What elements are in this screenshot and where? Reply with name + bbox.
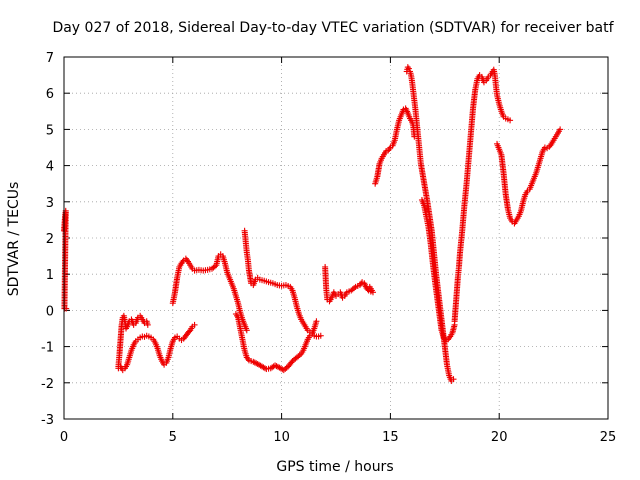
x-tick-label: 0 (60, 430, 68, 445)
y-tick-label: 3 (46, 196, 54, 211)
x-tick-label: 20 (491, 430, 508, 445)
y-tick-label: 7 (46, 51, 54, 66)
x-tick-label: 5 (169, 430, 177, 445)
data-point-marker (366, 283, 373, 290)
data-point-marker (313, 318, 320, 325)
data-point-marker (450, 376, 457, 383)
data-point-marker (186, 328, 193, 335)
data-points (61, 64, 564, 384)
data-point-marker (243, 327, 250, 334)
y-tick-label: 4 (46, 160, 54, 175)
x-axis-label: GPS time / hours (276, 459, 393, 475)
y-tick-label: 6 (46, 87, 54, 102)
y-tick-label: 2 (46, 232, 54, 247)
data-point-marker (191, 321, 198, 328)
data-point-marker (183, 257, 190, 264)
y-axis-label: SDTVAR / TECUs (6, 182, 22, 297)
data-point-marker (547, 142, 554, 149)
data-point-marker (179, 258, 186, 265)
data-point-marker (446, 334, 453, 341)
y-tick-label: 0 (46, 304, 54, 319)
data-point-marker (404, 64, 411, 71)
axis-ticks: 0 5 10 15 20 25 -3 -2 -1 0 1 2 3 4 5 6 7 (41, 51, 616, 445)
data-point-marker (244, 355, 251, 362)
x-tick-label: 25 (600, 430, 617, 445)
data-point-marker (405, 65, 412, 72)
grid-lines (64, 57, 608, 419)
data-point-marker (144, 321, 151, 328)
y-tick-label: 5 (46, 123, 54, 138)
data-point-marker (507, 117, 514, 124)
x-tick-label: 15 (382, 430, 399, 445)
chart-title: Day 027 of 2018, Sidereal Day-to-day VTE… (52, 20, 614, 36)
y-tick-label: -2 (41, 377, 54, 392)
y-tick-label: -1 (41, 341, 54, 356)
plot-frame (63, 56, 609, 420)
data-point-marker (557, 126, 564, 133)
data-point-marker (317, 332, 324, 339)
data-point-marker (386, 145, 393, 152)
y-tick-label: 1 (46, 268, 54, 283)
y-tick-label: -3 (41, 413, 54, 428)
x-tick-label: 10 (273, 430, 290, 445)
